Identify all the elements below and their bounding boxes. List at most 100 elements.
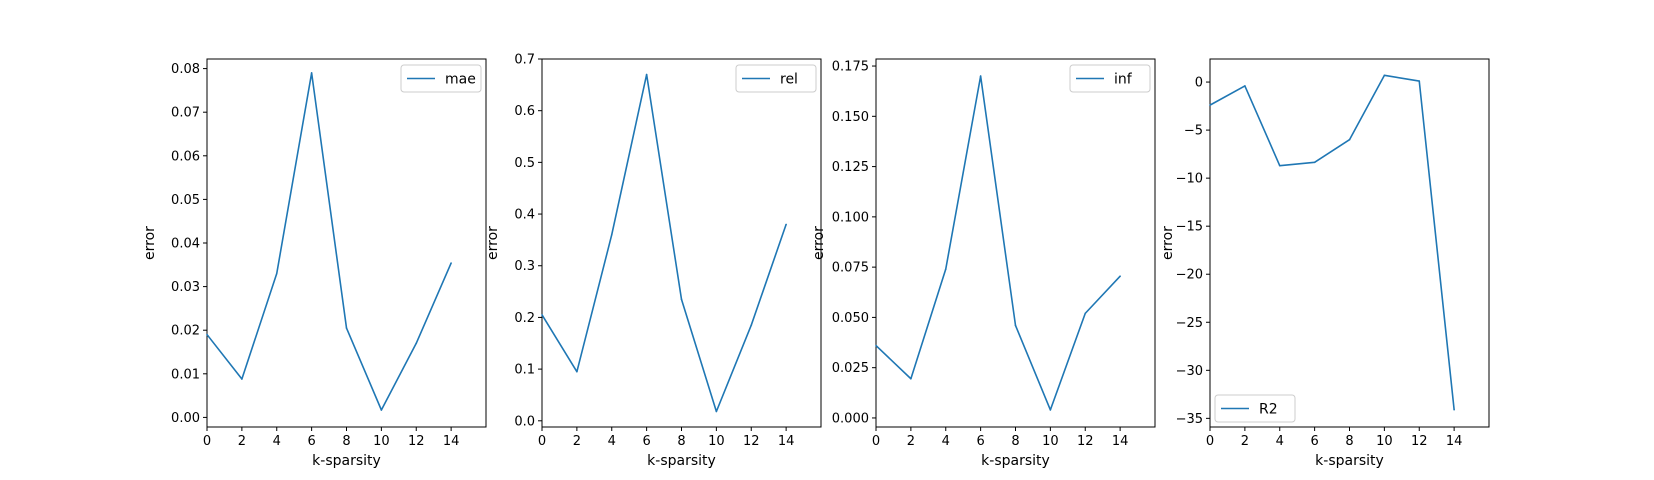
- y-tick-label: 0.04: [171, 237, 200, 252]
- legend-label: R2: [1259, 402, 1278, 418]
- y-tick-label: 0.03: [171, 280, 200, 295]
- y-tick-label: 0.7: [514, 53, 535, 68]
- data-point: [576, 370, 578, 373]
- data-point: [750, 324, 753, 326]
- data-point: [241, 378, 243, 380]
- series-line-mae: [206, 72, 452, 411]
- x-axis-label: k-sparsity: [647, 453, 716, 469]
- y-tick-label: −30: [1176, 364, 1203, 379]
- x-tick-label: 12: [408, 434, 425, 449]
- y-axis-label: error: [485, 226, 501, 260]
- x-tick-label: 10: [373, 434, 390, 449]
- x-tick-label: 12: [743, 434, 760, 449]
- x-tick-label: 8: [1011, 434, 1019, 449]
- x-tick-label: 6: [642, 434, 650, 449]
- subplot-R2: 0 2 4 6 8 10 12 14 0 −5 −10 −15 −20 −25 −30 −35 k-sparsi…: [1160, 58, 1490, 469]
- x-tick-label: 8: [677, 434, 685, 449]
- x-tick-label: 6: [1310, 434, 1318, 449]
- y-axis-label: error: [811, 226, 827, 260]
- x-tick-label: 10: [1042, 434, 1059, 449]
- x-tick-label: 2: [1241, 434, 1249, 449]
- y-tick-label: 0.025: [832, 361, 869, 376]
- data-point: [1209, 104, 1211, 106]
- y-tick-label: 0.3: [514, 259, 535, 274]
- x-tick-label: 4: [942, 434, 950, 449]
- data-point: [1418, 80, 1421, 82]
- legend-label: rel: [780, 72, 798, 88]
- y-tick-label: 0.000: [832, 411, 869, 426]
- x-tick-label: 10: [708, 434, 725, 449]
- y-tick-label: 0.07: [171, 106, 200, 121]
- y-tick-label: 0.05: [171, 193, 200, 208]
- data-point: [206, 333, 208, 336]
- data-point: [785, 223, 787, 226]
- x-tick-label: 14: [778, 434, 795, 449]
- x-tick-label: 0: [538, 434, 546, 449]
- y-tick-label: 0.4: [514, 208, 535, 223]
- y-tick-label: 0.08: [171, 62, 200, 77]
- y-tick-label: 0.00: [171, 411, 200, 426]
- y-tick-label: 0.150: [832, 110, 869, 125]
- x-tick-label: 6: [976, 434, 984, 449]
- data-point: [450, 262, 452, 264]
- series-line-R2: [1209, 74, 1455, 410]
- data-point: [645, 73, 648, 76]
- x-tick-label: 12: [1411, 434, 1428, 449]
- legend: inf: [1069, 64, 1151, 93]
- y-tick-label: 0: [1195, 76, 1203, 91]
- x-tick-label: 0: [1206, 434, 1214, 449]
- y-axis-label: error: [1160, 226, 1176, 260]
- x-tick-label: 4: [608, 434, 616, 449]
- data-point: [345, 327, 348, 329]
- subplot-mae: 0 2 4 6 8 10 12 14 0.00 0.01 0.02 0.03 0.04 0.05 0.06 0…: [142, 58, 487, 469]
- x-tick-label: 6: [307, 434, 315, 449]
- data-point: [944, 268, 947, 270]
- data-point: [1119, 275, 1121, 277]
- y-tick-label: 0.0: [514, 414, 535, 429]
- y-tick-label: 0.01: [171, 367, 200, 382]
- y-tick-label: 0.075: [832, 261, 869, 276]
- axes-frame: [875, 58, 1156, 428]
- data-point: [1278, 164, 1281, 167]
- x-axis-label: k-sparsity: [1315, 453, 1384, 469]
- data-point: [1383, 74, 1386, 77]
- data-point: [1313, 161, 1316, 164]
- y-tick-label: 0.2: [514, 311, 535, 326]
- data-point: [715, 410, 718, 413]
- x-tick-label: 0: [872, 434, 880, 449]
- y-tick-label: 0.02: [171, 324, 200, 339]
- x-tick-label: 0: [203, 434, 211, 449]
- legend-box: [735, 64, 817, 93]
- y-tick-label: 0.125: [832, 160, 869, 175]
- x-axis-label: k-sparsity: [312, 453, 381, 469]
- x-tick-label: 2: [238, 434, 246, 449]
- x-tick-label: 2: [907, 434, 915, 449]
- y-tick-label: −25: [1176, 316, 1203, 331]
- y-tick-label: 0.6: [514, 104, 535, 119]
- legend-box: [1214, 394, 1296, 423]
- y-tick-label: −10: [1176, 172, 1203, 187]
- legend-label: mae: [445, 72, 476, 88]
- y-tick-label: 0.5: [514, 156, 535, 171]
- x-tick-label: 14: [1446, 434, 1463, 449]
- y-axis-label: error: [142, 226, 158, 260]
- data-point: [610, 233, 613, 236]
- legend: mae: [400, 64, 482, 93]
- data-point: [875, 344, 877, 347]
- y-tick-label: 0.1: [514, 363, 535, 378]
- legend: R2: [1214, 394, 1296, 423]
- data-point: [415, 342, 418, 345]
- y-tick-label: −5: [1184, 124, 1203, 139]
- axes-frame: [206, 58, 487, 428]
- y-tick-label: 0.175: [832, 60, 869, 75]
- x-tick-label: 8: [342, 434, 350, 449]
- data-point: [1084, 312, 1087, 315]
- legend-box: [400, 64, 482, 93]
- data-point: [1049, 409, 1052, 411]
- legend: rel: [735, 64, 817, 93]
- x-axis-label: k-sparsity: [981, 453, 1050, 469]
- data-point: [1453, 408, 1455, 411]
- data-point: [275, 272, 278, 275]
- x-tick-label: 14: [443, 434, 460, 449]
